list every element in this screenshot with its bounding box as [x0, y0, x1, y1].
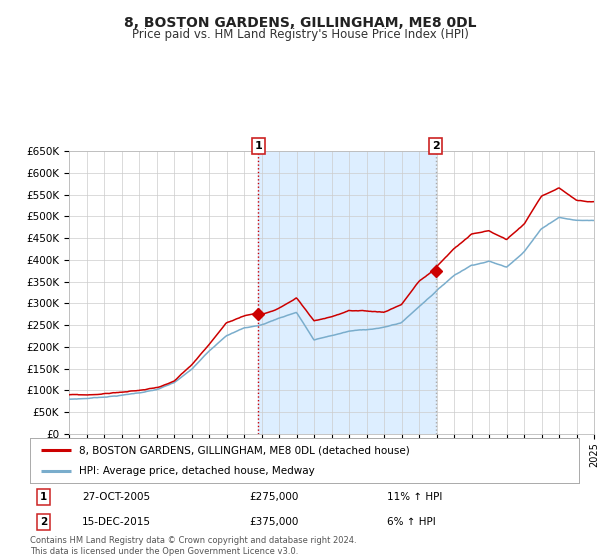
- Text: Price paid vs. HM Land Registry's House Price Index (HPI): Price paid vs. HM Land Registry's House …: [131, 28, 469, 41]
- Text: £375,000: £375,000: [250, 517, 299, 527]
- Text: 8, BOSTON GARDENS, GILLINGHAM, ME8 0DL: 8, BOSTON GARDENS, GILLINGHAM, ME8 0DL: [124, 16, 476, 30]
- Text: 6% ↑ HPI: 6% ↑ HPI: [387, 517, 436, 527]
- Text: 11% ↑ HPI: 11% ↑ HPI: [387, 492, 442, 502]
- Text: 1: 1: [254, 141, 262, 151]
- Text: 8, BOSTON GARDENS, GILLINGHAM, ME8 0DL (detached house): 8, BOSTON GARDENS, GILLINGHAM, ME8 0DL (…: [79, 445, 410, 455]
- Text: HPI: Average price, detached house, Medway: HPI: Average price, detached house, Medw…: [79, 465, 315, 475]
- Text: 1: 1: [40, 492, 47, 502]
- Text: 2: 2: [432, 141, 440, 151]
- Text: Contains HM Land Registry data © Crown copyright and database right 2024.
This d: Contains HM Land Registry data © Crown c…: [30, 536, 356, 556]
- Text: 2: 2: [40, 517, 47, 527]
- Text: £275,000: £275,000: [250, 492, 299, 502]
- Bar: [259, 151, 436, 434]
- Text: 27-OCT-2005: 27-OCT-2005: [82, 492, 150, 502]
- Text: 15-DEC-2015: 15-DEC-2015: [82, 517, 151, 527]
